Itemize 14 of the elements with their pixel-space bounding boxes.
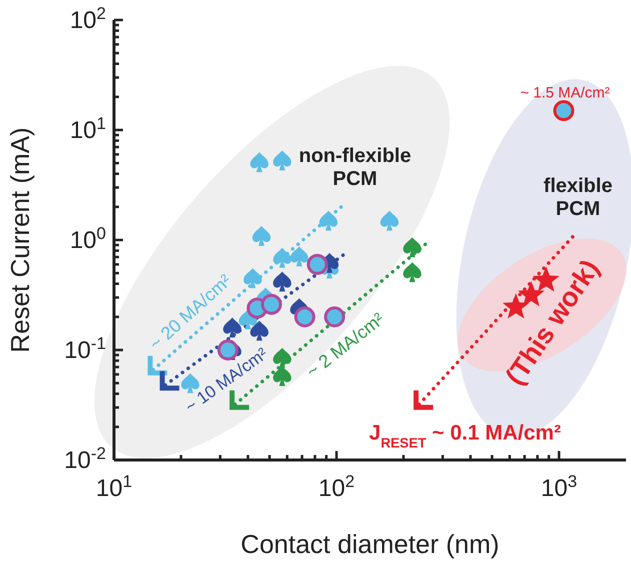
x-tick-label: 10$^{2}$ bbox=[318, 472, 355, 502]
annotation: ~ 1.5 MA/cm² bbox=[520, 84, 610, 102]
annotation: non-flexible PCM bbox=[298, 145, 412, 190]
annotation: J$_{RESET}$ ~ 0.1 MA/cm² bbox=[369, 421, 561, 450]
y-tick-label: 10$^{0}$ bbox=[70, 224, 106, 254]
y-tick-label: 10$^{2}$ bbox=[70, 4, 106, 34]
y-axis-title: Reset Current (mA) bbox=[5, 127, 36, 353]
y-tick-label: 10$^{1}$ bbox=[70, 114, 106, 144]
x-tick-label: 10$^{1}$ bbox=[96, 472, 132, 502]
y-tick-label: 10$^{-1}$ bbox=[64, 334, 106, 364]
x-axis-title: Contact diameter (nm) bbox=[240, 529, 500, 559]
annotation: flexible PCM bbox=[544, 175, 612, 220]
x-tick-label: 10$^{3}$ bbox=[540, 472, 578, 502]
y-tick-label: 10$^{-2}$ bbox=[64, 444, 106, 474]
